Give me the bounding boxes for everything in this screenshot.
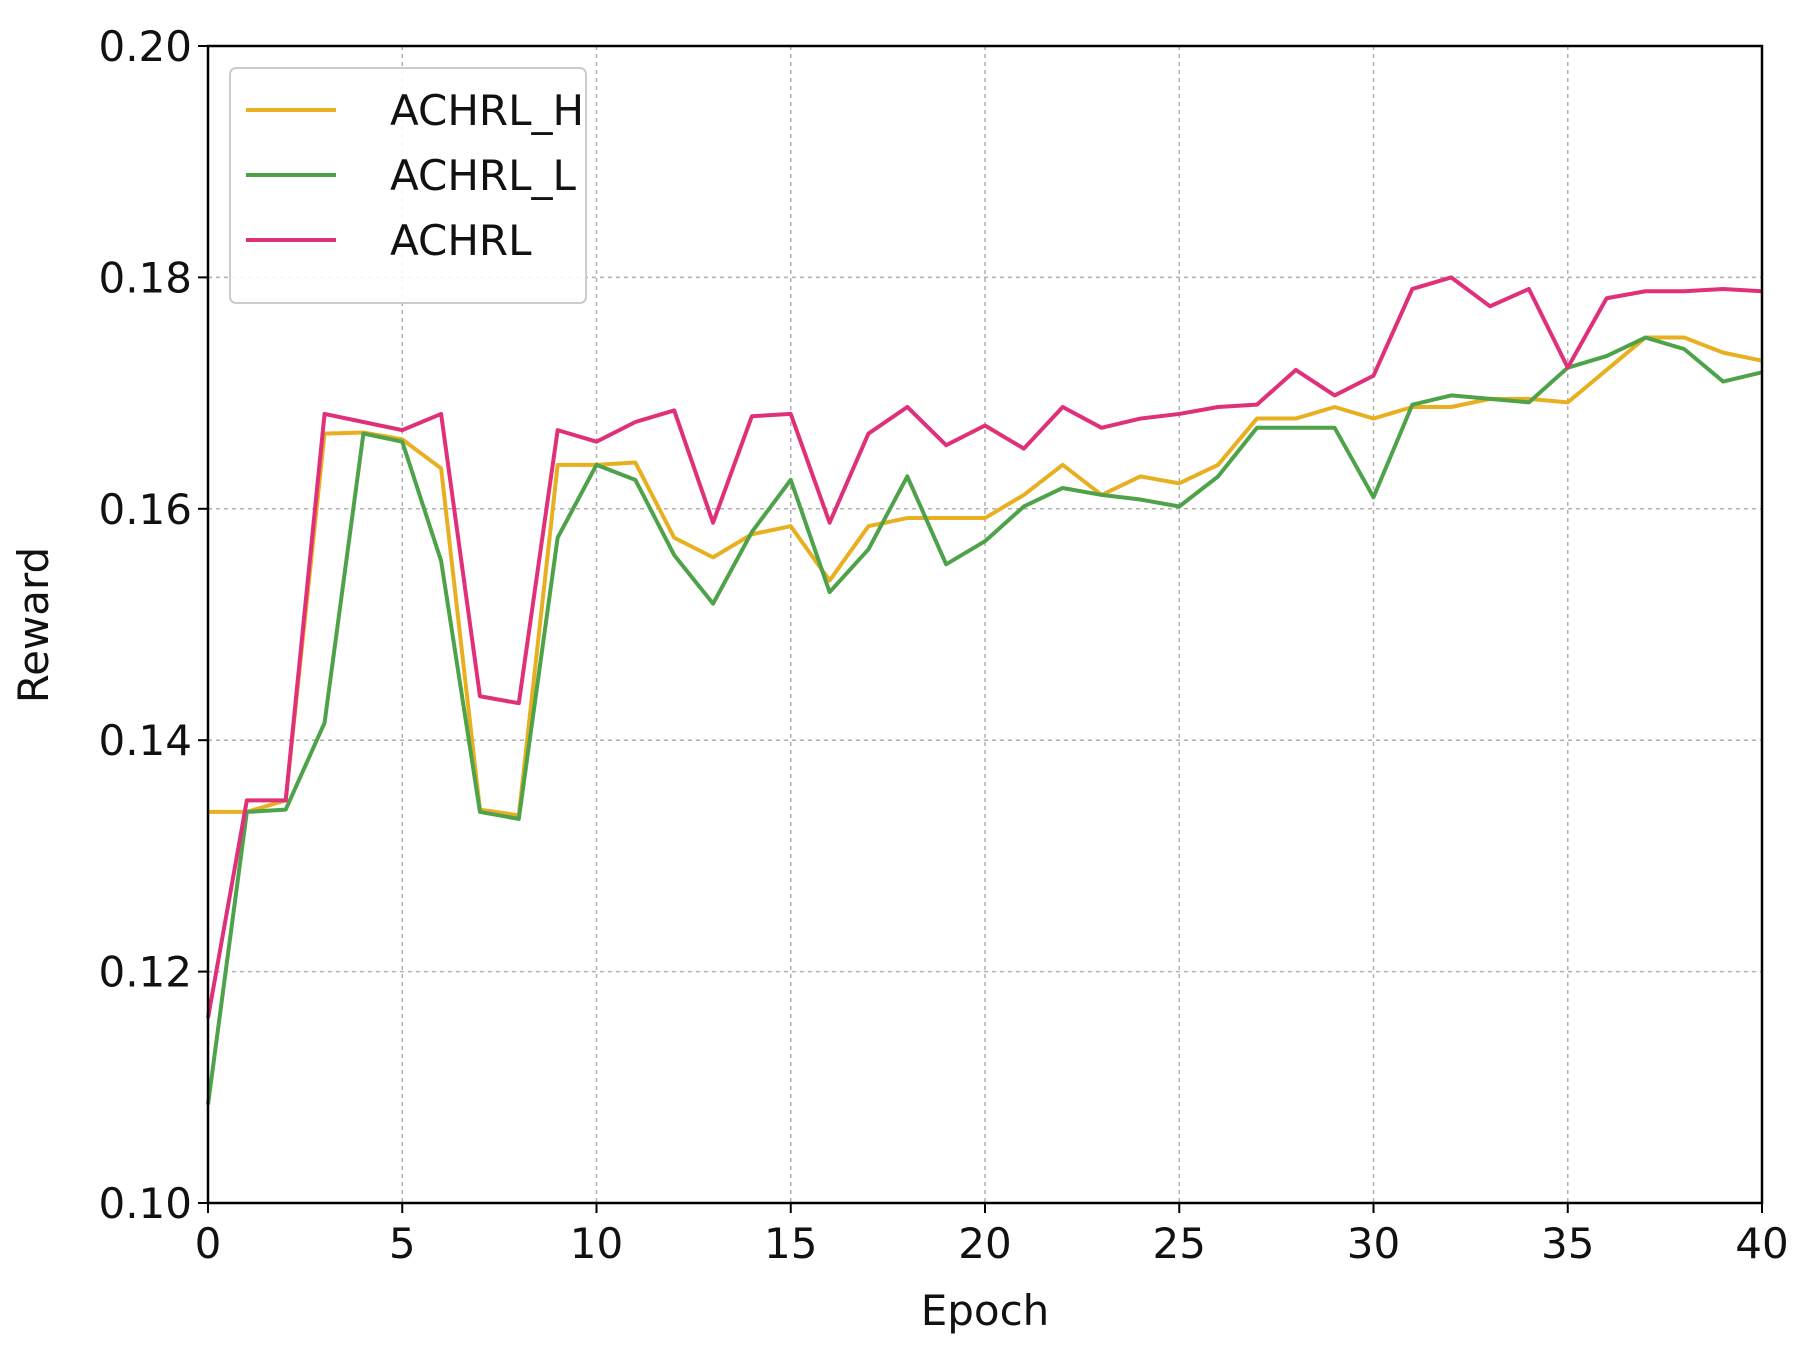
x-tick-label: 0 bbox=[195, 1219, 222, 1268]
legend-label: ACHRL_L bbox=[390, 151, 576, 200]
x-tick-label: 40 bbox=[1735, 1219, 1788, 1268]
legend-label: ACHRL_H bbox=[390, 86, 584, 135]
y-tick-label: 0.20 bbox=[98, 22, 192, 71]
plot-frame bbox=[206, 44, 1764, 1205]
x-tick-label: 35 bbox=[1541, 1219, 1594, 1268]
y-tick-label: 0.18 bbox=[98, 253, 192, 302]
y-tick-label: 0.10 bbox=[98, 1179, 192, 1228]
x-tick-label: 15 bbox=[764, 1219, 817, 1268]
x-tick-label: 20 bbox=[958, 1219, 1011, 1268]
y-tick-label: 0.12 bbox=[98, 948, 192, 997]
series-line bbox=[206, 275, 1763, 1019]
x-tick-label: 25 bbox=[1153, 1219, 1206, 1268]
y-tick-label: 0.16 bbox=[98, 485, 192, 534]
y-axis-label: Reward bbox=[9, 547, 58, 703]
legend-box bbox=[229, 67, 587, 304]
legend-label: ACHRL bbox=[390, 216, 532, 265]
series-line bbox=[206, 335, 1763, 1105]
x-tick-label: 30 bbox=[1347, 1219, 1400, 1268]
x-axis-label: Epoch bbox=[921, 1286, 1050, 1335]
y-tick-label: 0.14 bbox=[98, 716, 192, 765]
x-tick-label: 10 bbox=[570, 1219, 623, 1268]
x-tick-label: 5 bbox=[389, 1219, 416, 1268]
legend: ACHRL_H ACHRL_L ACHRL bbox=[229, 67, 587, 304]
